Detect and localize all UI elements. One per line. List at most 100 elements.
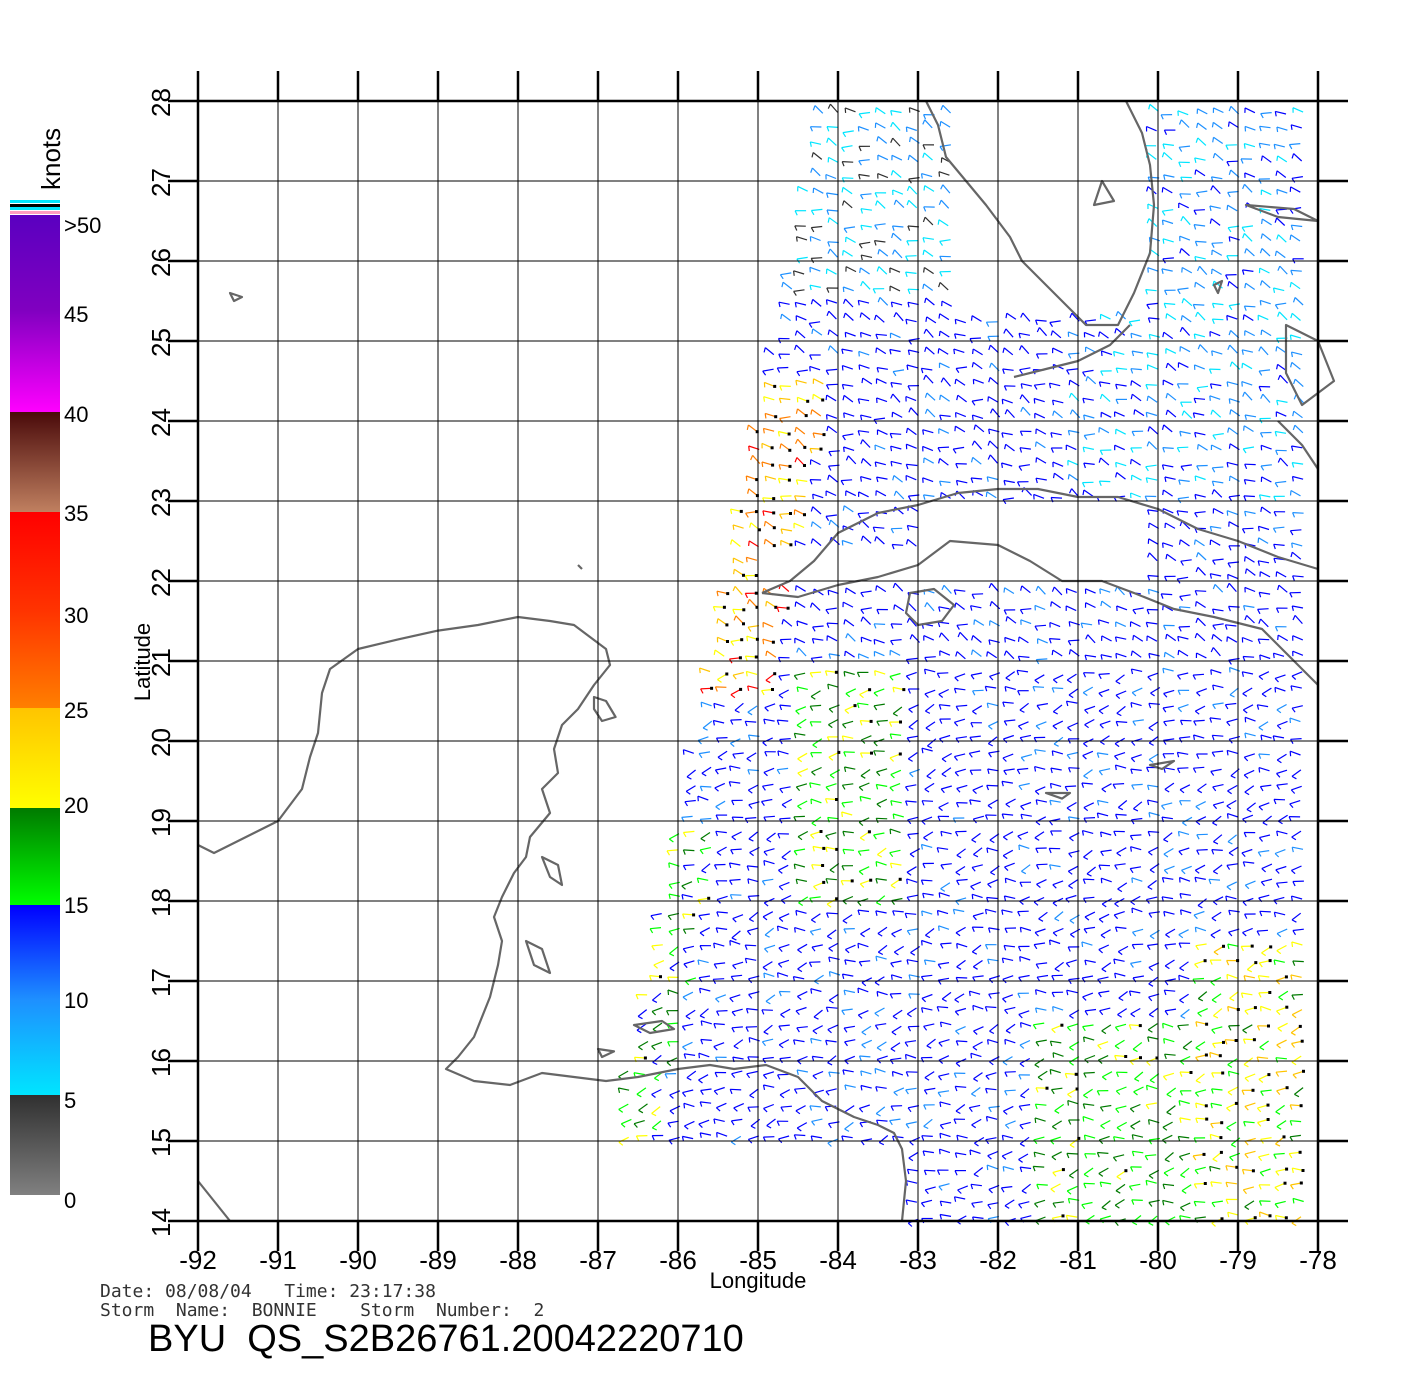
wind-vector: [1053, 410, 1063, 419]
rain-flag-dot: [707, 896, 711, 900]
wind-vector: [1083, 802, 1095, 809]
wind-vector: [1226, 1121, 1237, 1129]
wind-barb-flag: [1050, 767, 1053, 774]
wind-vector: [1177, 287, 1189, 291]
wind-vector: [746, 1070, 758, 1075]
wind-barb-flag: [1161, 877, 1165, 883]
wind-vector: [1083, 1103, 1095, 1106]
wind-barb-flag: [921, 940, 923, 946]
wind-vector: [765, 475, 777, 480]
wind-vector: [1278, 990, 1289, 998]
wind-vector: [730, 894, 742, 896]
wind-barb-flag: [1005, 616, 1008, 622]
axis-ticks: [168, 71, 1348, 1251]
wind-vector: [797, 830, 809, 838]
wind-vector: [1258, 721, 1269, 729]
wind-barb-flag: [1069, 312, 1073, 319]
wind-vector: [937, 672, 949, 674]
wind-barb-flag: [1244, 414, 1247, 420]
wind-barb-flag: [1033, 901, 1039, 906]
rain-flag-dot: [1283, 1181, 1287, 1185]
rain-flag-dot: [710, 686, 714, 690]
wind-vector: [1197, 566, 1206, 576]
wind-barb-flag: [825, 370, 830, 375]
rain-flag-dot: [853, 704, 857, 708]
wind-barb-flag: [842, 286, 845, 293]
rain-flag-dot: [1189, 1071, 1193, 1074]
wind-vector: [986, 491, 997, 499]
wind-vector: [1291, 445, 1303, 449]
wind-barb-flag: [1118, 806, 1124, 811]
wind-barb-flag: [1192, 674, 1197, 680]
wind-vector: [939, 734, 951, 740]
wind-vector: [1292, 512, 1304, 514]
wind-vector: [764, 381, 775, 387]
wind-vector: [698, 1119, 710, 1125]
wind-barb-flag: [826, 425, 829, 432]
wind-barb-flag: [1291, 919, 1297, 923]
wind-barb-flag: [1195, 1080, 1201, 1084]
wind-vector: [1258, 671, 1270, 677]
wind-vector: [924, 119, 933, 129]
rain-flag-dot: [726, 640, 729, 643]
wind-vector: [1035, 428, 1047, 435]
wind-vector: [937, 909, 949, 915]
wind-barb-flag: [988, 743, 993, 747]
wind-vector: [1291, 993, 1303, 996]
wind-vector: [1067, 1100, 1079, 1105]
wind-barb-flag: [1212, 704, 1216, 710]
wind-vector: [700, 1088, 712, 1092]
wind-barb-flag: [653, 964, 658, 969]
wind-vector: [1003, 1105, 1014, 1112]
wind-barb-flag: [925, 934, 931, 939]
wind-vector: [907, 427, 917, 436]
wind-barb-flag: [861, 1031, 867, 1036]
wind-barb-flag: [1211, 350, 1213, 356]
wind-barb-flag: [1258, 370, 1263, 376]
wind-barb-flag: [986, 1165, 989, 1171]
wind-vector: [763, 1024, 773, 1033]
rain-flag-dot: [742, 573, 745, 577]
wind-vector: [1244, 1200, 1255, 1208]
wind-vector: [940, 491, 951, 499]
wind-barb-flag: [988, 639, 991, 645]
isla-juventud: [904, 587, 956, 627]
wind-barb-flag: [858, 1055, 862, 1061]
wind-vector: [1275, 480, 1287, 484]
wind-vector: [1131, 393, 1142, 402]
wind-vector: [1279, 374, 1289, 384]
wind-vector: [681, 815, 693, 818]
wind-vector: [1292, 107, 1304, 113]
wind-barb-flag: [668, 893, 671, 900]
wind-vector: [923, 249, 934, 257]
wind-vector: [764, 944, 776, 950]
wind-vector: [1101, 350, 1113, 356]
wind-vector: [1276, 944, 1287, 952]
wind-barb-flag: [1180, 466, 1185, 471]
rain-flag-dot: [1268, 1214, 1272, 1218]
wind-barb-flag: [841, 1135, 844, 1141]
wind-barb-flag: [873, 240, 877, 246]
wind-vector: [907, 301, 919, 306]
wind-vector: [955, 736, 967, 739]
wind-barb-flag: [1276, 1010, 1281, 1016]
wind-barb-flag: [955, 737, 960, 743]
wind-barb-flag: [1258, 618, 1262, 624]
wind-vector: [733, 1103, 745, 1109]
wind-vector: [1290, 1120, 1302, 1123]
wind-vector: [1226, 381, 1238, 386]
rain-flag-dot: [1202, 1152, 1206, 1156]
wind-vector: [793, 289, 805, 292]
wind-barb-flag: [779, 443, 782, 449]
wind-vector: [1114, 972, 1126, 977]
wind-barb-flag: [762, 428, 765, 434]
wind-barb-flag: [716, 851, 722, 856]
wind-barb-flag: [729, 765, 732, 771]
wind-barb-flag: [827, 935, 832, 940]
wind-vector: [971, 1087, 981, 1095]
wind-vector: [1129, 1057, 1141, 1062]
bahamas-banks: [1277, 420, 1319, 470]
wind-barb-flag: [1148, 996, 1153, 1002]
wind-barb-flag: [1146, 945, 1151, 951]
wind-vector: [826, 209, 838, 212]
